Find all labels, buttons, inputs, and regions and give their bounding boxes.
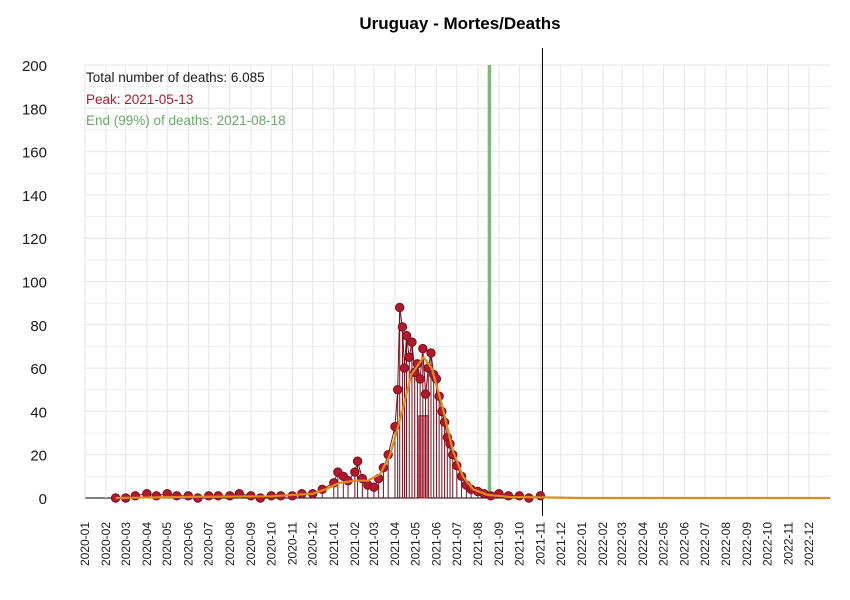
x-tick-label: 2020-05 [160, 522, 174, 566]
x-tick-label: 2021-10 [512, 522, 526, 566]
daily-point [395, 302, 405, 313]
x-tick-label: 2022-08 [719, 522, 733, 566]
x-tick-label: 2022-02 [596, 522, 610, 566]
reference-lines [487, 48, 543, 516]
x-tick-label: 2021-01 [327, 522, 341, 566]
daily-line [115, 307, 541, 499]
daily-point [420, 389, 431, 399]
y-tick-label: 140 [22, 188, 47, 205]
chart-title: Uruguay - Mortes/Deaths [359, 14, 561, 33]
x-tick-label: 2021-09 [492, 522, 506, 566]
x-tick-label: 2022-01 [575, 522, 589, 566]
grid [84, 64, 830, 499]
daily-point [404, 352, 414, 362]
daily-point [426, 348, 436, 358]
x-tick-label: 2022-09 [740, 522, 754, 566]
x-tick-label: 2022-03 [615, 522, 629, 566]
y-tick-label: 40 [30, 404, 47, 421]
y-tick-label: 160 [22, 145, 47, 162]
smoothed-series [115, 356, 830, 500]
daily-point [418, 343, 428, 354]
daily-point [151, 491, 162, 501]
y-axis-ticks: 0 20 40 60 80 100 120 140 160 180 200 [22, 58, 47, 508]
x-tick-label: 2020-11 [285, 522, 299, 565]
x-tick-label: 2021-04 [388, 522, 402, 566]
x-tick-label: 2020-01 [78, 522, 92, 566]
x-tick-label: 2020-12 [306, 522, 320, 566]
x-tick-label: 2021-05 [408, 522, 422, 566]
x-tick-label: 2020-04 [140, 522, 154, 566]
x-tick-label: 2022-10 [760, 522, 774, 566]
x-tick-label: 2021-08 [471, 522, 485, 566]
daily-point [392, 385, 403, 395]
x-tick-label: 2021-02 [348, 522, 362, 566]
x-tick-label: 2022-04 [636, 522, 650, 566]
smoothed-line [115, 356, 830, 500]
x-axis-ticks: 2020-01 2020-02 2020-03 2020-04 2020-05 2020-… [78, 522, 816, 566]
annotation-end: End (99%) of deaths: 2021-08-18 [86, 113, 286, 128]
x-tick-label: 2021-03 [367, 522, 381, 566]
annotation-total: Total number of deaths: 6.085 [86, 70, 265, 85]
x-tick-label: 2021-12 [554, 522, 568, 566]
x-tick-label: 2020-02 [99, 522, 113, 566]
daily-point [399, 363, 410, 373]
daily-point [369, 482, 379, 492]
y-tick-label: 0 [39, 491, 47, 508]
x-tick-label: 2022-07 [698, 522, 712, 566]
daily-point [514, 491, 525, 501]
x-tick-label: 2021-07 [450, 522, 464, 566]
x-tick-label: 2022-12 [802, 522, 816, 566]
daily-point [255, 493, 266, 503]
daily-point [352, 456, 363, 466]
daily-point [397, 322, 408, 332]
x-tick-label: 2022-11 [782, 522, 796, 565]
x-tick-label: 2021-06 [429, 522, 443, 566]
y-tick-label: 180 [22, 101, 47, 118]
x-tick-label: 2021-11 [533, 522, 547, 565]
daily-point [535, 491, 546, 501]
y-tick-label: 60 [30, 361, 47, 378]
x-tick-label: 2020-09 [244, 522, 258, 566]
y-tick-label: 120 [22, 231, 47, 248]
x-tick-label: 2020-10 [264, 522, 278, 566]
annotation-peak: Peak: 2021-05-13 [86, 92, 193, 107]
daily-series [110, 302, 546, 503]
y-tick-label: 200 [22, 58, 47, 75]
x-tick-label: 2022-05 [656, 522, 670, 566]
x-tick-label: 2020-08 [223, 522, 237, 566]
x-tick-label: 2022-06 [678, 522, 692, 566]
daily-point [401, 330, 412, 341]
x-tick-label: 2020-03 [119, 522, 133, 566]
daily-point [407, 337, 417, 347]
daily-point [415, 374, 425, 384]
y-tick-label: 80 [30, 318, 47, 335]
x-tick-label: 2020-06 [181, 522, 195, 566]
daily-point [350, 467, 360, 477]
daily-point [193, 493, 203, 503]
x-tick-label: 2020-07 [202, 522, 216, 566]
y-tick-label: 100 [22, 275, 47, 292]
y-tick-label: 20 [30, 448, 47, 465]
daily-point [172, 491, 182, 501]
